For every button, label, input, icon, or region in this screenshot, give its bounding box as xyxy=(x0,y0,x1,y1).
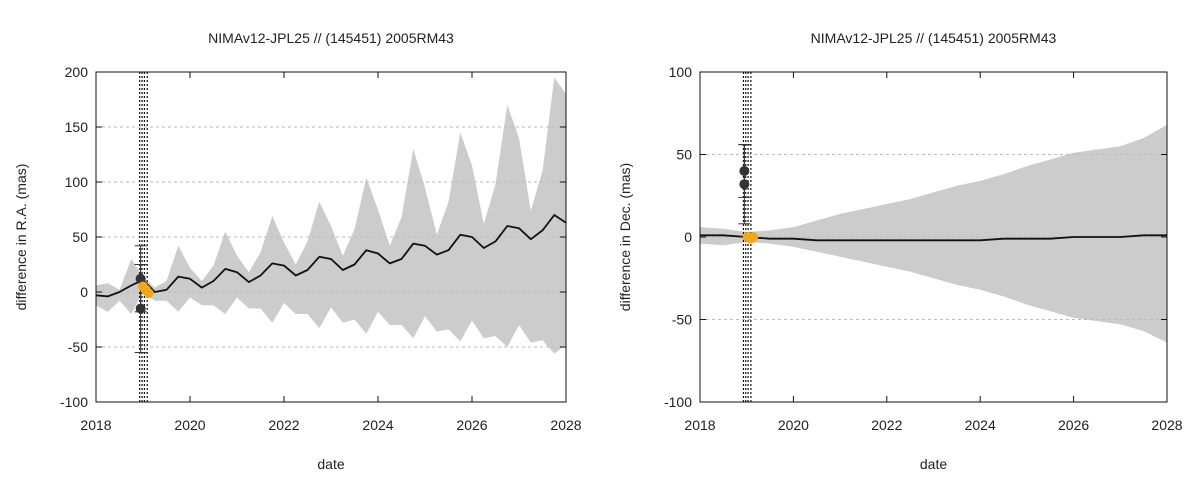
ra-difference-line xyxy=(95,214,567,298)
ra-y-tick-label: 50 xyxy=(72,229,88,245)
ra-y-axis-label: difference in R.A. (mas) xyxy=(13,164,29,311)
ra-observation-point xyxy=(135,303,146,314)
ra-chart-panel: -100 -50 0 50 100 150 200 2018 2020 2022 2024 2026 2… xyxy=(13,30,582,472)
ra-y-tick-label: 0 xyxy=(80,284,88,300)
ra-y-tick-label: 150 xyxy=(65,119,89,135)
ra-x-tick-label: 2022 xyxy=(268,417,299,433)
ra-x-tick-label: 2028 xyxy=(550,417,581,433)
dec-x-tick-label: 2024 xyxy=(965,417,996,433)
ra-x-tick-label: 2026 xyxy=(456,417,487,433)
ra-uncertainty-band xyxy=(96,77,566,354)
ra-observation-point xyxy=(143,288,154,299)
ra-x-tick-label: 2020 xyxy=(174,417,205,433)
dec-x-tick-label: 2026 xyxy=(1058,417,1089,433)
dec-chart-title: NIMAv12-JPL25 // (145451) 2005RM43 xyxy=(811,30,1057,46)
dec-x-tick-label: 2018 xyxy=(684,417,715,433)
dec-uncertainty-band xyxy=(700,124,1167,343)
dec-observation-point xyxy=(739,179,750,190)
ra-y-tick-label: -50 xyxy=(68,339,88,355)
ra-x-axis-label: date xyxy=(317,456,344,472)
ra-x-tick-label: 2018 xyxy=(80,417,111,433)
dec-y-tick-label: -50 xyxy=(672,312,692,328)
dec-x-tick-label: 2028 xyxy=(1151,417,1182,433)
dec-observation-point xyxy=(748,232,759,242)
dec-y-tick-label: -100 xyxy=(664,394,692,410)
dec-y-tick-label: 100 xyxy=(669,64,693,80)
dec-chart-panel: -100 -50 0 50 100 2018 2020 2022 2024 2026 2028 NIM… xyxy=(617,30,1183,472)
ra-y-tick-label: -100 xyxy=(60,394,88,410)
dec-y-tick-label: 0 xyxy=(684,229,692,245)
dec-difference-line xyxy=(700,234,1167,242)
ra-x-tick-label: 2024 xyxy=(362,417,393,433)
dec-y-axis-label: difference in Dec. (mas) xyxy=(617,163,633,311)
dec-x-tick-label: 2022 xyxy=(871,417,902,433)
dec-x-tick-label: 2020 xyxy=(778,417,809,433)
dec-x-axis-label: date xyxy=(920,456,947,472)
ra-chart-title: NIMAv12-JPL25 // (145451) 2005RM43 xyxy=(208,30,454,46)
dec-y-tick-label: 50 xyxy=(676,147,692,163)
ra-y-tick-label: 200 xyxy=(65,64,89,80)
ra-y-tick-label: 100 xyxy=(65,174,89,190)
